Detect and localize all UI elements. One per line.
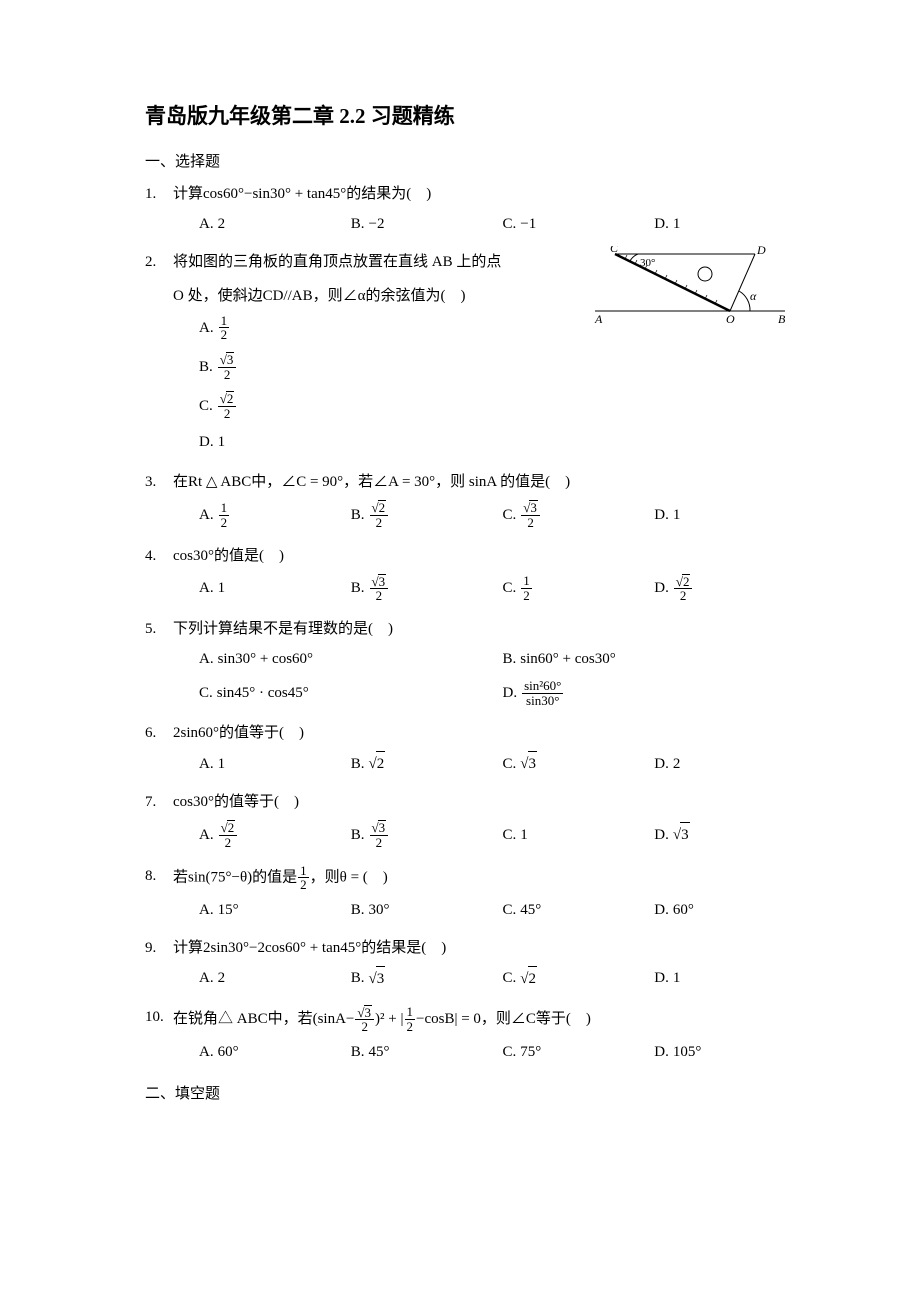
- q8-number: 8.: [145, 864, 173, 930]
- q4-number: 4.: [145, 544, 173, 611]
- q5-option-d: D.sin²60°sin30°: [477, 679, 781, 707]
- q4-option-d: D.22: [628, 574, 780, 603]
- section-1-heading: 一、选择题: [145, 150, 780, 174]
- q3-option-b: B.22: [325, 500, 477, 529]
- q1-option-d: D.1: [628, 212, 780, 236]
- section-2-heading: 二、填空题: [145, 1082, 780, 1106]
- q6-stem: 2sin60°的值等于( ): [173, 721, 780, 745]
- q4-option-a: A.1: [173, 574, 325, 603]
- svg-text:C: C: [610, 246, 619, 255]
- q3-number: 3.: [145, 470, 173, 537]
- q10-option-b: B.45°: [325, 1040, 477, 1064]
- q9-stem: 计算2sin30°−2cos60° + tan45°的结果是( ): [173, 936, 780, 960]
- q2-option-d: D.1: [173, 430, 780, 454]
- q7-option-b: B.32: [325, 820, 477, 849]
- q10-option-c: C.75°: [477, 1040, 629, 1064]
- q1-option-a: A.2: [173, 212, 325, 236]
- q9-option-b: B.3: [325, 966, 477, 991]
- q5-stem: 下列计算结果不是有理数的是( ): [173, 617, 780, 641]
- q2-option-c: C.22: [173, 391, 780, 420]
- q6-option-a: A.1: [173, 751, 325, 776]
- q7-number: 7.: [145, 790, 173, 857]
- question-4: 4. cos30°的值是( ) A.1 B.32 C.12 D.22: [145, 544, 780, 611]
- question-6: 6. 2sin60°的值等于( ) A.1 B.2 C.3 D.2: [145, 721, 780, 784]
- q6-option-b: B.2: [325, 751, 477, 776]
- question-3: 3. 在Rt △ ABC中，∠C = 90°，若∠A = 30°，则 sinA …: [145, 470, 780, 537]
- q8-option-c: C.45°: [477, 898, 629, 922]
- page-title: 青岛版九年级第二章 2.2 习题精练: [145, 100, 780, 134]
- q4-stem: cos30°的值是( ): [173, 544, 780, 568]
- svg-text:B: B: [778, 312, 786, 326]
- q2-option-b: B.32: [173, 352, 780, 381]
- q3-option-d: D.1: [628, 500, 780, 529]
- q8-option-a: A.15°: [173, 898, 325, 922]
- question-5: 5. 下列计算结果不是有理数的是( ) A.sin30° + cos60° B.…: [145, 617, 780, 715]
- q7-option-c: C.1: [477, 820, 629, 849]
- q7-stem: cos30°的值等于( ): [173, 790, 780, 814]
- q6-option-c: C.3: [477, 751, 629, 776]
- q10-option-a: A.60°: [173, 1040, 325, 1064]
- q8-option-d: D.60°: [628, 898, 780, 922]
- q10-stem: 在锐角△ ABC中，若(sinA−32)² + |12−cosB| = 0，则∠…: [173, 1005, 780, 1034]
- q1-number: 1.: [145, 182, 173, 244]
- q9-option-a: A.2: [173, 966, 325, 991]
- q9-option-c: C.2: [477, 966, 629, 991]
- question-9: 9. 计算2sin30°−2cos60° + tan45°的结果是( ) A.2…: [145, 936, 780, 999]
- q10-option-d: D.105°: [628, 1040, 780, 1064]
- q1-option-c: C.−1: [477, 212, 629, 236]
- question-7: 7. cos30°的值等于( ) A.22 B.32 C.1 D.3: [145, 790, 780, 857]
- q6-option-d: D.2: [628, 751, 780, 776]
- svg-text:D: D: [756, 246, 766, 257]
- q8-option-b: B.30°: [325, 898, 477, 922]
- q5-option-c: C.sin45° · cos45°: [173, 679, 477, 707]
- svg-text:α: α: [750, 289, 757, 303]
- svg-text:A: A: [594, 312, 603, 326]
- question-1: 1. 计算cos60°−sin30° + tan45°的结果为( ) A.2 B…: [145, 182, 780, 244]
- svg-text:O: O: [726, 312, 735, 326]
- q8-stem: 若sin(75°−θ)的值是12，则θ = ( ): [173, 864, 780, 892]
- q7-option-a: A.22: [173, 820, 325, 849]
- question-8: 8. 若sin(75°−θ)的值是12，则θ = ( ) A.15° B.30°…: [145, 864, 780, 930]
- q4-option-b: B.32: [325, 574, 477, 603]
- q1-option-b: B.−2: [325, 212, 477, 236]
- q3-option-c: C.32: [477, 500, 629, 529]
- q3-option-a: A.12: [173, 500, 325, 529]
- q2-number: 2.: [145, 250, 173, 465]
- q6-number: 6.: [145, 721, 173, 784]
- q5-option-a: A.sin30° + cos60°: [173, 647, 477, 671]
- q4-option-c: C.12: [477, 574, 629, 603]
- q10-number: 10.: [145, 1005, 173, 1072]
- svg-text:30°: 30°: [640, 257, 655, 269]
- q1-stem: 计算cos60°−sin30° + tan45°的结果为( ): [173, 182, 780, 206]
- q9-number: 9.: [145, 936, 173, 999]
- q5-option-b: B.sin60° + cos30°: [477, 647, 781, 671]
- q9-option-d: D.1: [628, 966, 780, 991]
- q7-option-d: D.3: [628, 820, 780, 849]
- q3-stem: 在Rt △ ABC中，∠C = 90°，若∠A = 30°，则 sinA 的值是…: [173, 470, 780, 494]
- question-10: 10. 在锐角△ ABC中，若(sinA−32)² + |12−cosB| = …: [145, 1005, 780, 1072]
- q5-number: 5.: [145, 617, 173, 715]
- q2-figure: C D A O B 30° α: [590, 246, 790, 326]
- question-2: 2. 将如图的三角板的直角顶点放置在直线 AB 上的点 O 处，使斜边CD//A…: [145, 250, 780, 465]
